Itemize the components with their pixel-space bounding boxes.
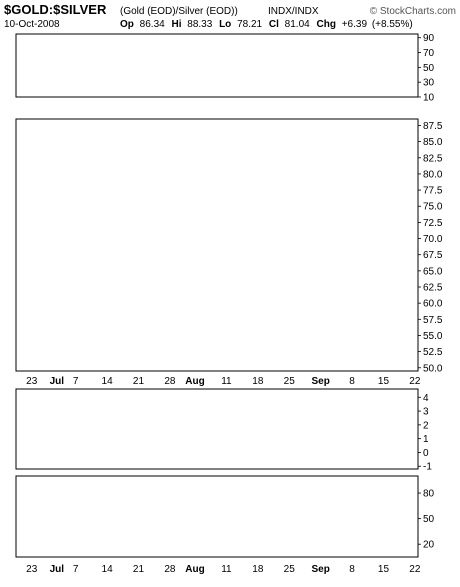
- time-axis-top-label-10: Sep: [311, 376, 329, 387]
- price-ytick-label-11: 60.0: [423, 299, 443, 310]
- price-ytick-label-4: 77.5: [423, 186, 443, 197]
- rsi-ytick-label-2: 50: [423, 63, 435, 74]
- quote-op: 86.34: [140, 19, 165, 30]
- sto-ytick-label-0: 80: [423, 489, 435, 500]
- time-axis-top: 23 Jul 7 14 21 28 Aug 11 18 25 Sep 8 15 22: [26, 376, 421, 387]
- time-axis-bottom-label-1: Jul: [50, 564, 65, 575]
- time-axis-top-label-2: 7: [73, 376, 79, 387]
- time-axis-bottom-label-11: 8: [349, 564, 355, 575]
- price-ytick-label-6: 72.5: [423, 218, 443, 229]
- time-axis-bottom-label-6: Aug: [185, 564, 204, 575]
- header-quote: Op 86.34 Hi 88.33 Lo 78.21 Cl 81.04 Chg …: [120, 19, 413, 30]
- quote-hi-label: Hi: [171, 19, 181, 30]
- time-axis-top-label-0: 23: [26, 376, 38, 387]
- price-ytick-label-15: 50.0: [423, 363, 443, 374]
- time-axis-top-label-4: 21: [133, 376, 145, 387]
- time-axis-top-label-12: 15: [378, 376, 390, 387]
- time-axis-bottom-label-13: 22: [409, 564, 421, 575]
- macd-ytick-label-0: 4: [423, 393, 429, 404]
- header-symbol: $GOLD:$SILVER: [4, 2, 107, 17]
- price-ytick-label-14: 52.5: [423, 347, 443, 358]
- price-ytick-label-8: 67.5: [423, 250, 443, 261]
- time-axis-bottom: 23 Jul 7 14 21 28 Aug 11 18 25 Sep 8 15 22: [26, 564, 421, 575]
- quote-cl-label: Cl: [269, 19, 279, 30]
- time-axis-bottom-label-9: 25: [284, 564, 296, 575]
- time-axis-top-label-6: Aug: [185, 376, 204, 387]
- price-ytick-label-13: 55.0: [423, 331, 443, 342]
- time-axis-top-label-9: 25: [284, 376, 296, 387]
- macd-ytick-label-5: -1: [423, 462, 432, 473]
- price-ytick-label-3: 80.0: [423, 169, 443, 180]
- time-axis-top-label-3: 14: [102, 376, 114, 387]
- rsi-ytick-label-0: 90: [423, 33, 435, 44]
- time-axis-top-label-7: 11: [221, 376, 232, 387]
- macd-frame: [15, 388, 419, 470]
- quote-op-label: Op: [120, 19, 134, 30]
- macd-ytick-label-4: 0: [423, 448, 429, 459]
- price-ytick-label-0: 87.5: [423, 121, 443, 132]
- quote-hi: 88.33: [187, 19, 212, 30]
- time-axis-bottom-label-10: Sep: [311, 564, 329, 575]
- header-date: 10-Oct-2008: [4, 19, 60, 30]
- price-ytick-label-10: 62.5: [423, 283, 443, 294]
- time-axis-bottom-label-8: 18: [252, 564, 264, 575]
- price-ytick-label-7: 70.0: [423, 234, 443, 245]
- time-axis-top-label-13: 22: [409, 376, 421, 387]
- rsi-ytick-label-1: 70: [423, 48, 435, 59]
- macd-ytick-label-1: 3: [423, 407, 429, 418]
- macd-ytick-label-3: 1: [423, 434, 429, 445]
- quote-lo-label: Lo: [219, 19, 231, 30]
- sto-ytick-label-2: 20: [423, 540, 435, 551]
- price-ytick-label-5: 75.0: [423, 202, 443, 213]
- time-axis-bottom-label-12: 15: [378, 564, 390, 575]
- time-axis-top-label-11: 8: [349, 376, 355, 387]
- rsi-ytick-label-4: 10: [423, 93, 435, 104]
- quote-chg-pct: (+8.55%): [372, 19, 413, 30]
- time-axis-bottom-label-5: 28: [164, 564, 176, 575]
- header-description: (Gold (EOD)/Silver (EOD)): [120, 6, 238, 17]
- quote-chg-label: Chg: [316, 19, 335, 30]
- time-axis-top-label-1: Jul: [50, 376, 65, 387]
- price-ytick-label-9: 65.0: [423, 266, 443, 277]
- quote-lo: 78.21: [237, 19, 262, 30]
- sto-frame: [15, 475, 419, 558]
- price-ytick-label-2: 82.5: [423, 153, 443, 164]
- time-axis-top-label-8: 18: [252, 376, 264, 387]
- time-axis-top-label-5: 28: [164, 376, 176, 387]
- sto-ytick-label-1: 50: [423, 514, 435, 525]
- time-axis-bottom-label-2: 7: [73, 564, 79, 575]
- rsi-frame: [15, 33, 419, 98]
- quote-cl: 81.04: [285, 19, 310, 30]
- price-frame: [15, 118, 419, 372]
- header-exchange: INDX/INDX: [268, 6, 319, 17]
- header-credit: © StockCharts.com: [370, 6, 456, 17]
- time-axis-bottom-label-7: 11: [221, 564, 232, 575]
- time-axis-bottom-label-3: 14: [102, 564, 114, 575]
- price-ytick-label-1: 85.0: [423, 137, 443, 148]
- time-axis-bottom-label-4: 21: [133, 564, 145, 575]
- price-ytick-label-12: 57.5: [423, 315, 443, 326]
- rsi-ytick-label-3: 30: [423, 78, 435, 89]
- macd-ytick-label-2: 2: [423, 420, 429, 431]
- quote-chg: +6.39: [342, 19, 368, 30]
- time-axis-bottom-label-0: 23: [26, 564, 38, 575]
